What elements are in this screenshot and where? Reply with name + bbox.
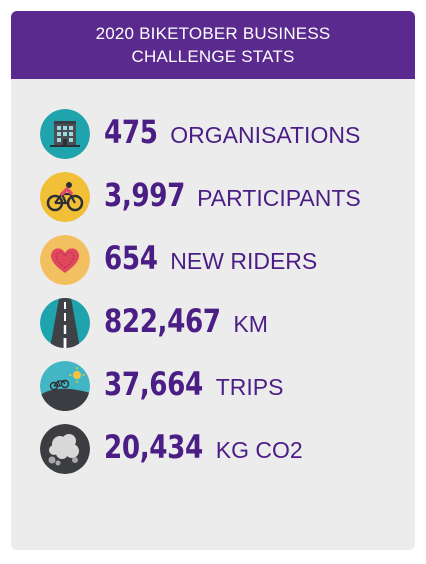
stat-label: KG CO2 — [215, 437, 303, 463]
header-title-line1: 2020 BIKETOBER BUSINESS — [95, 24, 331, 43]
stat-value: 822,467 — [104, 302, 221, 340]
cyclist-icon — [40, 172, 90, 222]
stat-row-new-riders: 654 NEW RIDERS — [40, 235, 400, 285]
stat-row-km: 822,467 KM — [40, 298, 400, 348]
stat-row-trips: 37,664 TRIPS — [40, 361, 400, 411]
card-header: 2020 BIKETOBER BUSINESS CHALLENGE STATS — [11, 11, 415, 79]
stat-value: 654 — [104, 239, 158, 277]
heart-icon — [40, 235, 90, 285]
bike-hill-sun-icon — [40, 361, 90, 411]
stat-value: 3,997 — [104, 176, 185, 214]
stat-row-participants: 3,997 PARTICIPANTS — [40, 172, 400, 222]
stats-card: 2020 BIKETOBER BUSINESS CHALLENGE STATS — [11, 11, 415, 550]
header-title-line2: CHALLENGE STATS — [131, 47, 295, 66]
stat-row-co2: 20,434 KG CO2 — [40, 424, 400, 474]
smoke-cloud-icon — [40, 424, 90, 474]
stat-label: TRIPS — [215, 374, 284, 400]
stat-label: NEW RIDERS — [170, 248, 318, 274]
stat-row-organisations: 475 ORGANISATIONS — [40, 109, 400, 159]
stat-label: ORGANISATIONS — [170, 122, 361, 148]
stat-label: KM — [233, 311, 268, 337]
office-building-icon — [40, 109, 90, 159]
stat-value: 475 — [104, 113, 158, 151]
stat-value: 37,664 — [104, 365, 203, 403]
stat-value: 20,434 — [104, 428, 203, 466]
stat-label: PARTICIPANTS — [197, 185, 361, 211]
road-icon — [40, 298, 90, 348]
